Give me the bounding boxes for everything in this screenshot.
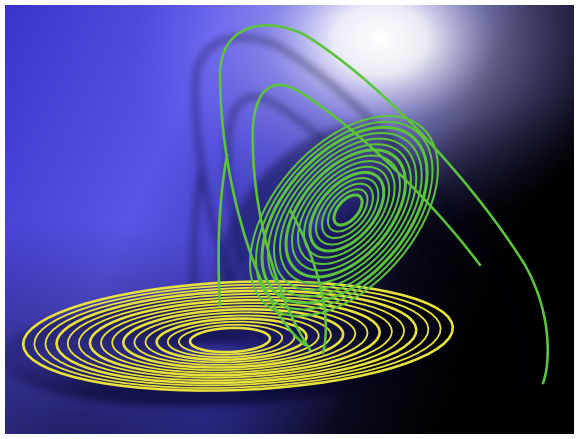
green-loop-shadow bbox=[290, 192, 345, 250]
yellow-loop-shadow bbox=[159, 337, 266, 371]
yellow-loop bbox=[77, 296, 393, 379]
green-loop bbox=[314, 177, 380, 246]
image-frame bbox=[5, 5, 574, 434]
yellow-loop bbox=[66, 292, 406, 382]
green-loop bbox=[248, 114, 440, 318]
yellow-loop-shadow bbox=[36, 303, 400, 399]
yellow-loop bbox=[166, 320, 296, 359]
green-loop bbox=[260, 125, 429, 305]
green-loop bbox=[332, 193, 364, 227]
yellow-loop bbox=[144, 314, 320, 364]
yellow-loop bbox=[188, 326, 272, 354]
green-loop bbox=[272, 137, 418, 292]
green-lobe bbox=[217, 24, 550, 385]
yellow-loop bbox=[177, 323, 284, 356]
yellow-loop bbox=[44, 286, 430, 387]
yellow-loop bbox=[155, 317, 308, 362]
yellow-loop bbox=[133, 311, 332, 366]
green-loop bbox=[278, 143, 412, 285]
green-loop bbox=[308, 170, 386, 253]
yellow-loop bbox=[100, 302, 369, 374]
green-strand bbox=[217, 153, 229, 307]
green-loop bbox=[284, 148, 407, 279]
green-strand bbox=[288, 208, 328, 355]
yellow-loop-shadow bbox=[170, 340, 254, 368]
green-loop bbox=[296, 160, 396, 266]
yellow-loop bbox=[121, 308, 345, 369]
yellow-loop-shadow bbox=[25, 300, 412, 402]
green-strand bbox=[218, 24, 550, 385]
green-loop bbox=[290, 154, 402, 272]
lorenz-attractor-image bbox=[5, 5, 574, 434]
green-loop bbox=[327, 188, 369, 233]
strand-shadow bbox=[192, 35, 525, 397]
green-loop bbox=[320, 182, 374, 239]
green-strand bbox=[251, 83, 482, 352]
yellow-loop bbox=[21, 280, 455, 392]
yellow-loop bbox=[33, 283, 442, 389]
